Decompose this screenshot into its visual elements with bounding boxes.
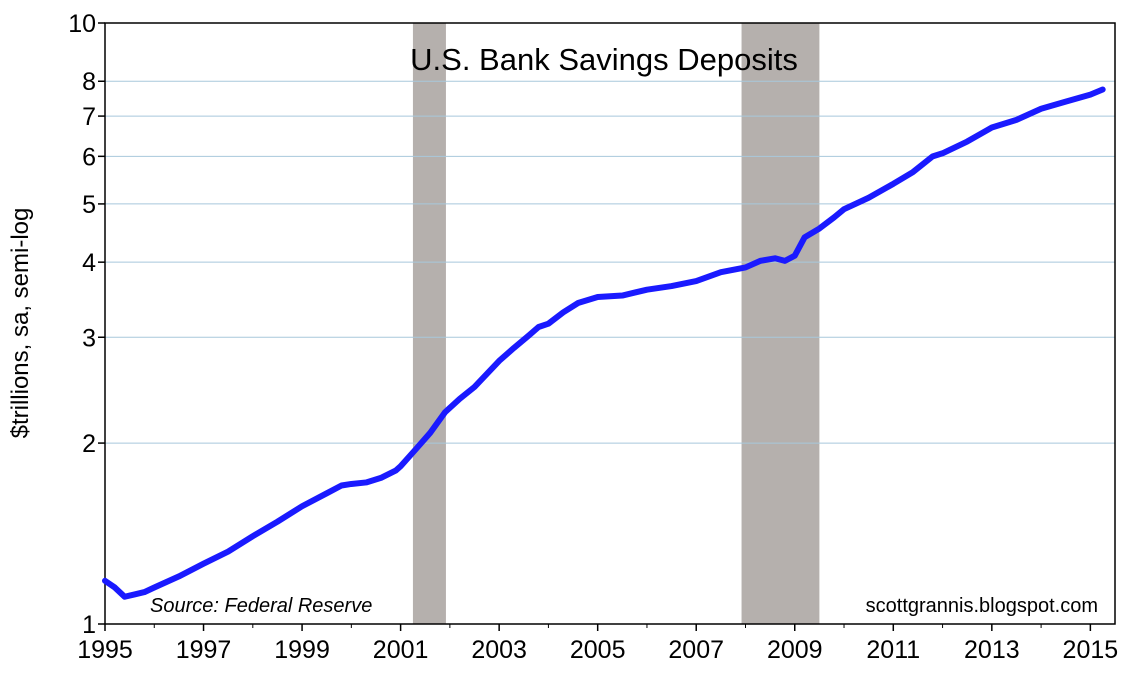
gridlines bbox=[105, 80, 1115, 444]
recession-bands bbox=[412, 23, 820, 624]
y-tick-label: 7 bbox=[82, 103, 96, 131]
y-tick-label: 10 bbox=[68, 10, 96, 38]
x-tick-label: 2001 bbox=[373, 636, 429, 664]
x-axis: 1995 1997 1999 2001 2003 2005 2007 2009 2011 2013… bbox=[77, 624, 1118, 664]
x-tick-label: 2015 bbox=[1063, 636, 1119, 664]
y-tick-label: 2 bbox=[82, 430, 96, 458]
y-tick-label: 3 bbox=[82, 324, 96, 352]
source-note: Source: Federal Reserve bbox=[150, 595, 372, 617]
series-line-savings-deposits bbox=[102, 86, 1106, 600]
x-tick-label: 2011 bbox=[866, 636, 920, 664]
x-tick-label: 2003 bbox=[471, 636, 527, 664]
y-tick-label: 8 bbox=[82, 68, 96, 96]
plot-frame bbox=[104, 22, 1116, 625]
y-tick-label: 5 bbox=[82, 191, 96, 219]
x-tick-label: 2007 bbox=[668, 636, 724, 664]
chart-title: U.S. Bank Savings Deposits bbox=[410, 42, 798, 77]
x-tick-label: 1999 bbox=[274, 636, 330, 664]
y-axis: 1 2 3 4 5 6 7 8 10 bbox=[68, 10, 105, 639]
recession-band-1 bbox=[412, 23, 446, 624]
y-tick-label: 6 bbox=[82, 143, 96, 171]
x-tick-label: 2013 bbox=[964, 636, 1020, 664]
y-axis-label: $trillions, sa, semi-log bbox=[7, 208, 34, 439]
y-tick-label: 1 bbox=[82, 611, 96, 639]
x-tick-label: 2005 bbox=[570, 636, 626, 664]
x-tick-label: 1995 bbox=[77, 636, 133, 664]
y-tick-label: 4 bbox=[82, 249, 96, 277]
x-tick-label: 2009 bbox=[767, 636, 823, 664]
x-tick-label: 1997 bbox=[176, 636, 232, 664]
recession-band-2 bbox=[741, 23, 820, 624]
credit-note: scottgrannis.blogspot.com bbox=[866, 595, 1098, 617]
